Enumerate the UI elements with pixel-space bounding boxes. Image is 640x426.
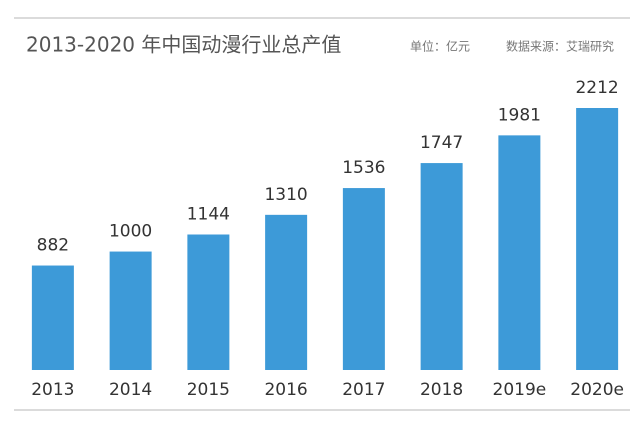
bar (109, 251, 152, 370)
bar (576, 108, 619, 370)
value-label: 1747 (420, 133, 463, 153)
x-tick-label: 2014 (109, 380, 152, 400)
value-label: 1981 (498, 105, 541, 125)
x-tick-label: 2013 (31, 380, 74, 400)
chart-title: 2013-2020 年中国动漫行业总产值 (26, 33, 341, 57)
x-tick-label: 2020e (570, 380, 624, 400)
bar (498, 135, 541, 370)
unit-note: 单位：亿元 (410, 39, 470, 54)
value-label: 882 (37, 236, 69, 256)
bar (31, 265, 74, 370)
source-note: 数据来源：艾瑞研究 (506, 39, 614, 54)
x-tick-label: 2019e (493, 380, 547, 400)
value-label: 1536 (342, 158, 385, 178)
bar (420, 163, 463, 370)
x-tick-label: 2016 (264, 380, 307, 400)
x-tick-label: 2015 (187, 380, 230, 400)
value-label: 1000 (109, 222, 152, 242)
x-tick-label: 2018 (420, 380, 463, 400)
bar (187, 234, 230, 370)
value-label: 2212 (575, 78, 618, 98)
bar (265, 214, 308, 370)
x-tick-label: 2017 (342, 380, 385, 400)
value-label: 1310 (264, 185, 307, 205)
value-label: 1144 (187, 204, 230, 224)
bar (342, 188, 385, 370)
